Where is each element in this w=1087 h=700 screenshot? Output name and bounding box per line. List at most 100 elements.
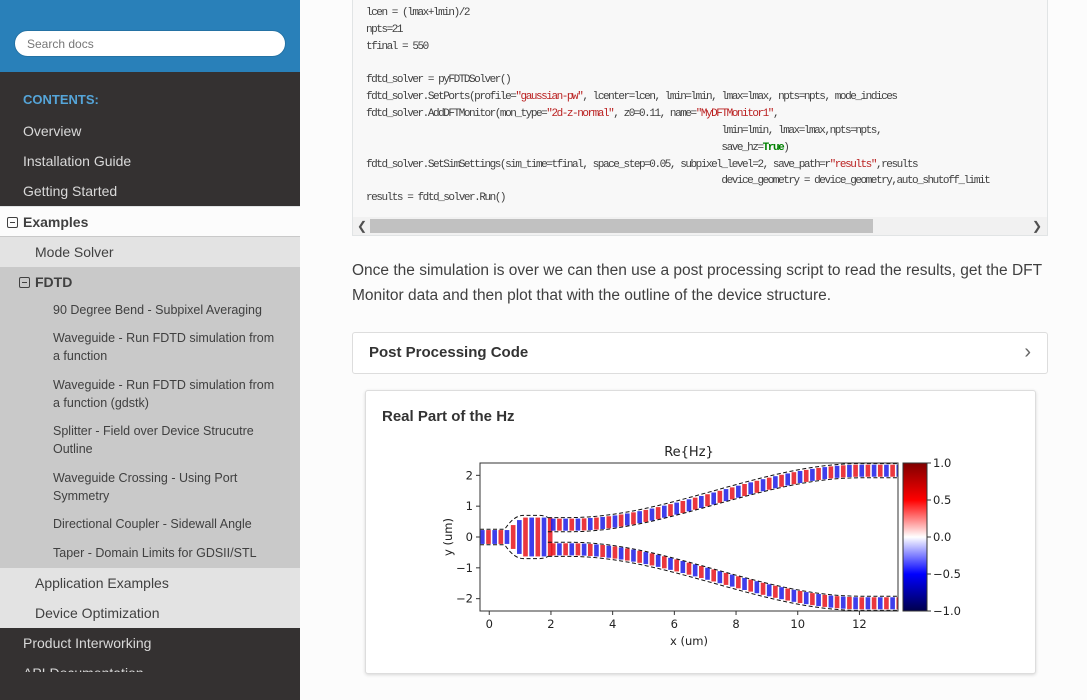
field-stripe	[748, 579, 754, 592]
field-stripe	[637, 511, 642, 524]
field-stripe	[699, 565, 704, 579]
field-stripe	[791, 589, 797, 602]
field-stripe	[871, 464, 877, 477]
field-stripe	[655, 554, 661, 567]
colorbar-tick-label: 0.5	[933, 493, 951, 507]
search-input[interactable]	[14, 30, 286, 57]
field-stripe	[797, 470, 803, 484]
field-stripe	[550, 543, 556, 556]
field-stripe	[529, 517, 534, 557]
x-tick-label: 4	[609, 617, 616, 631]
code-token: lcen = (lmax+lmin)/2	[366, 7, 470, 19]
y-axis-label: y (um)	[441, 518, 455, 556]
field-stripe	[612, 515, 618, 528]
field-stripe	[631, 512, 636, 525]
scroll-right-icon[interactable]: ❯	[1031, 219, 1042, 233]
code-token: fdtd_solver.SetSimSettings(sim_time=tfin…	[366, 158, 831, 171]
field-stripe	[705, 494, 710, 507]
colorbar-tick-label: −1.0	[933, 604, 961, 618]
field-stripe	[877, 597, 883, 610]
field-stripe	[674, 559, 679, 572]
device-outline	[480, 514, 549, 530]
field-stripe	[618, 547, 624, 560]
field-stripe	[760, 479, 766, 492]
nav-installation-guide[interactable]: Installation Guide	[23, 153, 132, 169]
nav-waveguide-crossing[interactable]: Waveguide Crossing - Using Port Symmetry	[0, 469, 300, 505]
nav-mode-solver[interactable]: Mode Solver	[0, 237, 300, 267]
y-tick-label: 1	[466, 499, 473, 513]
code-line: device_geometry = device_geometry,auto_s…	[366, 173, 990, 190]
code-line: save_hz=True)	[366, 140, 989, 157]
field-stripe	[680, 500, 686, 514]
scroll-left-icon[interactable]: ❮	[357, 219, 368, 233]
field-stripe	[563, 518, 568, 531]
field-stripe	[791, 472, 797, 485]
code-line: npts=21	[366, 22, 989, 39]
collapse-icon[interactable]	[19, 277, 30, 288]
field-stripe	[594, 544, 599, 557]
field-stripe	[890, 464, 895, 477]
colorbar-ticks: 1.0 0.5 0.0 −0.5 −1.0	[927, 456, 961, 618]
code-token: results = fdtd_solver.Run()	[366, 192, 507, 205]
code-line: fdtd_solver = pyFDTDSolver()	[366, 72, 989, 89]
post-processing-code-toggle[interactable]: Post Processing Code ›	[352, 332, 1048, 374]
horizontal-scrollbar[interactable]: ❮ ❯	[353, 217, 1047, 235]
field-stripe	[834, 596, 840, 609]
nav-90-degree-bend[interactable]: 90 Degree Bend - Subpixel Averaging	[0, 301, 300, 319]
field-stripe	[624, 548, 630, 561]
field-stripe	[575, 518, 581, 531]
field-stripe	[736, 576, 741, 589]
field-stripe	[803, 592, 809, 605]
x-tick-label: 6	[671, 617, 678, 631]
field-stripe	[859, 597, 865, 610]
field-stripe	[729, 487, 735, 500]
field-stripe	[723, 489, 729, 502]
nav-examples[interactable]: Examples	[0, 206, 300, 237]
y-tick-label: −2	[456, 592, 473, 606]
nav-getting-started[interactable]: Getting Started	[23, 183, 118, 199]
nav-fdtd[interactable]: FDTD	[0, 267, 300, 297]
nav-splitter[interactable]: Splitter - Field over Device Strucutre O…	[0, 422, 300, 458]
nav-waveguide-function[interactable]: Waveguide - Run FDTD simulation from a f…	[0, 329, 300, 365]
collapse-icon[interactable]	[7, 217, 18, 228]
colorbar-tick-label: 1.0	[933, 456, 951, 470]
field-stripe	[871, 597, 877, 610]
scrollbar-thumb[interactable]	[370, 219, 873, 233]
nav-waveguide-gdstk[interactable]: Waveguide - Run FDTD simulation from a f…	[0, 376, 300, 412]
code-line: lmin=lmin, lmax=lmax,npts=npts,	[366, 123, 989, 140]
field-stripe	[742, 484, 747, 497]
field-stripe	[742, 577, 747, 590]
x-tick-label: 0	[486, 617, 493, 631]
nav-overview[interactable]: Overview	[23, 123, 82, 139]
code-token: tfinal = 550	[366, 40, 429, 53]
field-stripe	[550, 518, 556, 531]
nav-fdtd-label: FDTD	[35, 274, 73, 290]
field-stripe	[643, 509, 649, 522]
nav-product-interworking[interactable]: Product Interworking	[23, 635, 152, 651]
code-keyword: True	[762, 141, 785, 154]
field-stripe	[492, 530, 497, 544]
nav-api-documentation[interactable]: API Documentation	[0, 658, 300, 672]
code-token: fdtd_solver.AddDFTMonitor(mon_type=	[366, 108, 548, 121]
nav-application-examples[interactable]: Application Examples	[0, 568, 300, 598]
collapsible-title: Post Processing Code	[369, 344, 529, 361]
field-stripe	[587, 543, 593, 556]
field-stripe	[816, 594, 821, 607]
code-line: lcen = (lmax+lmin)/2	[366, 5, 989, 22]
code-token: ,	[772, 108, 780, 121]
nav-directional-coupler[interactable]: Directional Coupler - Sidewall Angle	[0, 515, 300, 533]
code-token: , lcenter=lcen, lmin=lmin, lmax=lmax, np…	[582, 91, 898, 104]
field-stripe	[729, 574, 735, 587]
nav-device-optimization[interactable]: Device Optimization	[0, 598, 300, 628]
x-tick-label: 10	[790, 617, 805, 631]
field-stripe	[711, 492, 716, 505]
field-stripe	[717, 490, 723, 503]
field-stripe	[668, 504, 673, 517]
figure-heading: Real Part of the Hz	[382, 408, 515, 425]
field-stripe	[510, 525, 516, 549]
field-stripe	[803, 469, 809, 482]
code-token: )	[783, 141, 790, 154]
field-stripe	[557, 543, 562, 556]
nav-taper[interactable]: Taper - Domain Limits for GDSII/STL	[0, 544, 300, 562]
code-token: ,results	[875, 158, 919, 171]
